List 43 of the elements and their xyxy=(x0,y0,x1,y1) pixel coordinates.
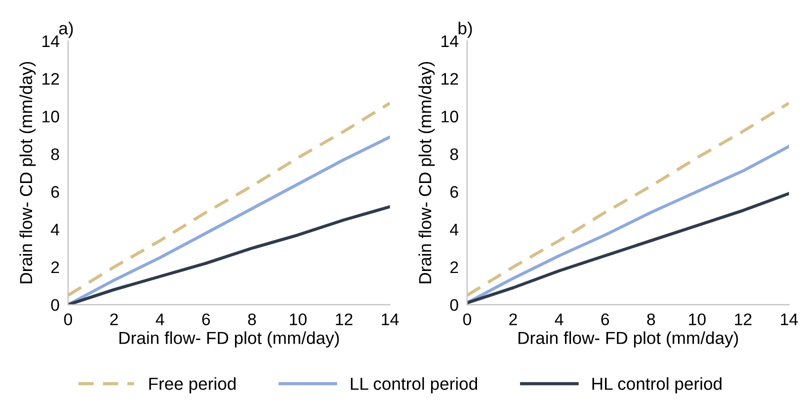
x-tick-label: 14 xyxy=(780,314,798,326)
y-tick-label: 2 xyxy=(450,261,458,274)
x-tick-label: 8 xyxy=(647,313,655,326)
y-tick-label: 0 xyxy=(51,299,60,311)
x-tick-label: 6 xyxy=(202,313,210,326)
legend-label: Free period xyxy=(149,377,236,394)
x-tick-label: 12 xyxy=(336,313,352,326)
line-series xyxy=(467,102,789,297)
y-tick-label: 8 xyxy=(51,148,60,160)
y-tick-label: 2 xyxy=(51,261,59,274)
y-tick-label: 0 xyxy=(450,299,458,311)
y-axis-title: Drain flow- CD plot (mm/day) xyxy=(19,62,36,284)
y-tick-label: 8 xyxy=(450,148,458,160)
chart-title: a) xyxy=(59,22,73,38)
y-tick-label: 14 xyxy=(442,35,458,47)
y-tick-label: 6 xyxy=(450,186,458,198)
x-tick-label: 12 xyxy=(735,313,752,326)
y-tick-label: 6 xyxy=(51,186,60,198)
y-tick-label: 12 xyxy=(42,72,59,85)
x-tick-label: 0 xyxy=(64,313,72,326)
x-tick-label: 8 xyxy=(248,313,256,326)
x-tick-label: 14 xyxy=(382,314,399,326)
y-tick-label: 14 xyxy=(42,35,60,47)
x-tick-label: 6 xyxy=(601,313,609,326)
x-tick-label: 10 xyxy=(689,313,706,326)
x-axis-title: Drain flow- FD plot (mm/day) xyxy=(518,331,738,348)
x-tick-label: 2 xyxy=(509,313,517,326)
line-series xyxy=(68,102,390,297)
x-tick-label: 4 xyxy=(156,314,164,326)
y-tick-label: 12 xyxy=(442,72,458,85)
chart-title: b) xyxy=(458,22,472,38)
x-tick-label: 10 xyxy=(290,313,307,326)
x-tick-label: 4 xyxy=(554,314,564,326)
y-tick-label: 4 xyxy=(50,224,60,236)
y-tick-label: 10 xyxy=(42,110,60,122)
legend-label: HL control period xyxy=(592,377,722,394)
y-axis-title: Drain flow- CD plot (mm/day) xyxy=(418,62,435,284)
x-axis-title: Drain flow- FD plot (mm/day) xyxy=(119,331,339,348)
legend-label: LL control period xyxy=(350,377,478,394)
y-tick-label: 4 xyxy=(450,224,458,236)
x-tick-label: 0 xyxy=(463,313,472,326)
x-tick-label: 2 xyxy=(110,313,118,326)
y-tick-label: 10 xyxy=(442,110,458,122)
